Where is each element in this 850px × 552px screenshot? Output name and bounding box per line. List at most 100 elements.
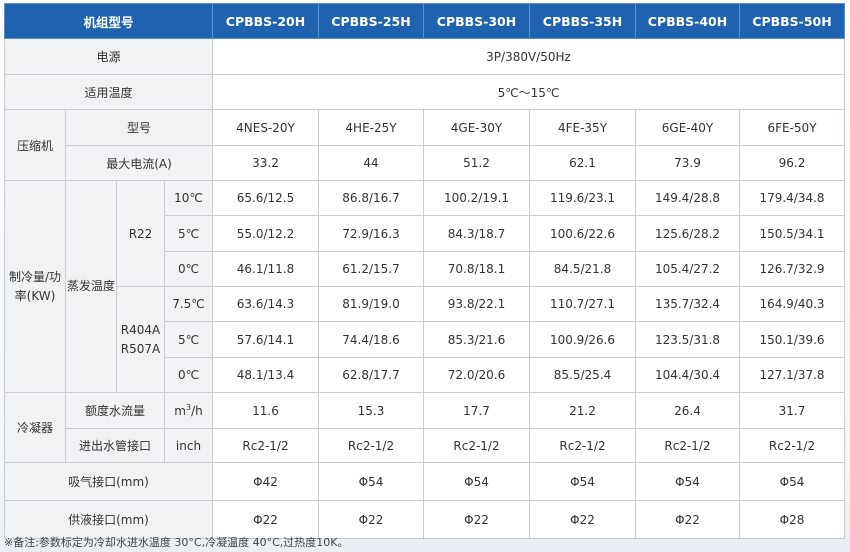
condenser-label: 冷凝器 [4,392,66,463]
pipe-unit: inch [164,428,213,463]
table-cell: 57.6/14.1 [212,321,319,358]
table-cell: 62.8/17.7 [318,357,424,393]
compressor-label: 压缩机 [4,109,66,181]
condenser-pipe-row: 进出水管接口 inch Rc2-1/2 Rc2-1/2 Rc2-1/2 Rc2-… [5,428,845,463]
table-cell: 33.2 [212,145,319,181]
footnote: ※备注:参数标定为冷却水进水温度 30°C,冷凝温度 40°C,过热度10K。 [4,536,349,549]
evap-temp-value: 5℃ [164,321,213,358]
compressor-current-row: 最大电流(A) 33.2 44 51.2 62.1 73.9 96.2 [5,145,845,181]
compressor-model-label: 型号 [65,109,213,146]
cooling-row: 5℃ 55.0/12.2 72.9/16.3 84.3/18.7 100.6/2… [5,215,845,252]
table-cell: Φ22 [529,500,636,539]
table-cell: Φ42 [212,462,319,501]
table-cell: 15.3 [318,392,424,429]
table-cell: 73.9 [635,145,740,181]
table-cell: Rc2-1/2 [318,428,424,463]
table-cell: 63.6/14.3 [212,286,319,322]
compressor-model-row: 压缩机 型号 4NES-20Y 4HE-25Y 4GE-30Y 4FE-35Y … [4,109,845,181]
table-cell: 81.9/19.0 [318,286,424,322]
temp-range-value: 5℃～15℃ [212,74,845,110]
table-cell: 150.1/39.6 [739,321,845,358]
flow-unit: m3/h [164,392,213,429]
temp-range-row: 适用温度 5℃～15℃ [4,74,845,110]
temp-range-label: 适用温度 [4,74,213,110]
refrigerant-r22-label: R22 [116,180,165,287]
table-cell: 65.6/12.5 [212,180,319,216]
cooling-row: 0℃ 46.1/11.8 61.2/15.7 70.8/18.1 84.5/21… [5,251,845,287]
table-cell: Φ54 [635,462,740,501]
table-cell: 126.7/32.9 [739,251,845,287]
power-value: 3P/380V/50Hz [212,38,845,75]
table-cell: Φ54 [739,462,845,501]
table-cell: 6FE-50Y [739,109,845,146]
table-cell: 86.8/16.7 [318,180,424,216]
evap-temp-value: 7.5℃ [164,286,213,322]
table-cell: 4NES-20Y [212,109,319,146]
table-cell: 119.6/23.1 [529,180,636,216]
table-cell: 74.4/18.6 [318,321,424,358]
table-cell: 70.8/18.1 [423,251,530,287]
evap-temp-value: 0℃ [164,357,213,393]
table-cell: 85.3/21.6 [423,321,530,358]
table-cell: 4HE-25Y [318,109,424,146]
table-cell: 72.9/16.3 [318,215,424,252]
table-cell: 96.2 [739,145,845,181]
condenser-flow-row: 冷凝器 额度水流量 m3/h 11.6 15.3 17.7 21.2 26.4 … [4,392,845,463]
table-cell: Φ54 [529,462,636,501]
header-row: 机组型号 CPBBS-20H CPBBS-25H CPBBS-30H CPBBS… [4,3,845,39]
table-cell: Φ28 [739,500,845,539]
table-cell: 4GE-30Y [423,109,530,146]
table-cell: 21.2 [529,392,636,429]
table-cell: Φ22 [318,500,424,539]
evap-temp-value: 5℃ [164,215,213,252]
model-col-header: CPBBS-35H [529,3,636,39]
model-col-header: CPBBS-40H [635,3,740,39]
table-cell: Φ54 [423,462,530,501]
table-cell: 110.7/27.1 [529,286,636,322]
table-cell: Rc2-1/2 [212,428,319,463]
table-cell: Rc2-1/2 [423,428,530,463]
table-cell: 150.5/34.1 [739,215,845,252]
evap-temp-value: 10℃ [164,180,213,216]
model-header-label: 机组型号 [4,3,213,39]
table-cell: 123.5/31.8 [635,321,740,358]
table-cell: Rc2-1/2 [739,428,845,463]
cooling-label: 制冷量/功率(KW) [4,180,66,393]
model-col-header: CPBBS-25H [318,3,424,39]
table-cell: 135.7/32.4 [635,286,740,322]
table-cell: Rc2-1/2 [529,428,636,463]
table-cell: 6GE-40Y [635,109,740,146]
table-cell: 100.6/22.6 [529,215,636,252]
table-cell: Φ22 [423,500,530,539]
evap-temp-value: 0℃ [164,251,213,287]
liquid-row: 供液接口(mm) Φ22 Φ22 Φ22 Φ22 Φ22 Φ28 [4,500,845,539]
cooling-row: 5℃ 57.6/14.1 74.4/18.6 85.3/21.6 100.9/2… [5,321,845,358]
evap-temp-label: 蒸发温度 [65,180,117,393]
power-label: 电源 [4,38,213,75]
model-col-header: CPBBS-30H [423,3,530,39]
table-cell: Φ22 [212,500,319,539]
cooling-row: R404A R507A 7.5℃ 63.6/14.3 81.9/19.0 93.… [5,286,845,393]
table-cell: 84.5/21.8 [529,251,636,287]
model-col-header: CPBBS-20H [212,3,319,39]
condenser-flow-label: 额度水流量 [65,392,165,429]
table-cell: 48.1/13.4 [212,357,319,393]
table-cell: 17.7 [423,392,530,429]
cooling-row: 制冷量/功率(KW) 蒸发温度 R22 10℃ 65.6/12.5 86.8/1… [4,180,845,393]
table-cell: 105.4/27.2 [635,251,740,287]
table-cell: 84.3/18.7 [423,215,530,252]
table-cell: 100.2/19.1 [423,180,530,216]
spec-table: 机组型号 CPBBS-20H CPBBS-25H CPBBS-30H CPBBS… [4,3,845,539]
suction-label: 吸气接口(mm) [4,462,213,501]
table-cell: Rc2-1/2 [635,428,740,463]
table-cell: Φ22 [635,500,740,539]
table-cell: 55.0/12.2 [212,215,319,252]
table-cell: 61.2/15.7 [318,251,424,287]
table-cell: 44 [318,145,424,181]
table-cell: 149.4/28.8 [635,180,740,216]
table-cell: 72.0/20.6 [423,357,530,393]
table-cell: 11.6 [212,392,319,429]
table-cell: Φ54 [318,462,424,501]
suction-row: 吸气接口(mm) Φ42 Φ54 Φ54 Φ54 Φ54 Φ54 [4,462,845,501]
table-cell: 100.9/26.6 [529,321,636,358]
